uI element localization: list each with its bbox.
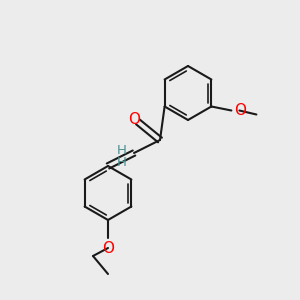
Text: H: H bbox=[117, 157, 127, 169]
Text: O: O bbox=[234, 103, 246, 118]
Text: H: H bbox=[117, 143, 127, 157]
Text: O: O bbox=[102, 241, 114, 256]
Text: O: O bbox=[128, 112, 140, 128]
